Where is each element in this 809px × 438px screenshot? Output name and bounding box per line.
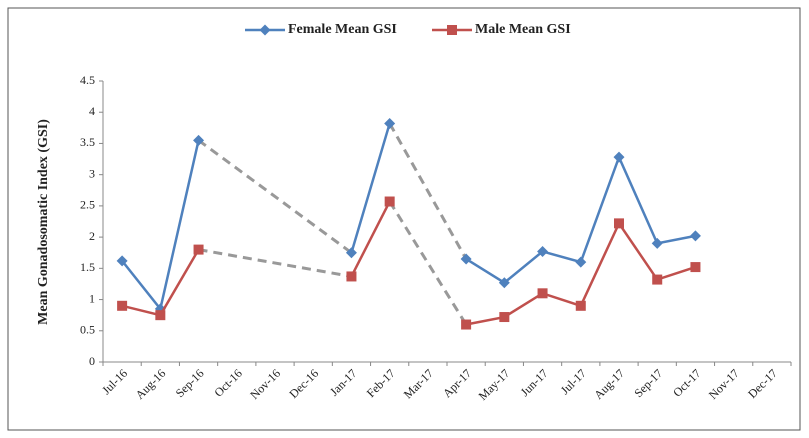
point bbox=[652, 274, 663, 285]
point bbox=[461, 319, 472, 330]
point bbox=[537, 245, 549, 257]
point bbox=[155, 310, 166, 321]
y-tick-label: 1.5 bbox=[80, 260, 95, 274]
gap-connector bbox=[388, 200, 468, 326]
y-tick-label: 4.5 bbox=[80, 73, 95, 87]
point bbox=[116, 255, 128, 267]
y-tick-label: 2 bbox=[89, 229, 95, 243]
point bbox=[613, 151, 625, 163]
point bbox=[193, 244, 204, 255]
point bbox=[689, 230, 701, 242]
point bbox=[384, 117, 396, 129]
chart-frame bbox=[7, 7, 801, 431]
y-tick-label: 3.5 bbox=[80, 135, 95, 149]
legend-label: Male Mean GSI bbox=[475, 22, 571, 37]
point bbox=[384, 196, 395, 207]
point bbox=[651, 237, 663, 249]
point bbox=[117, 300, 128, 311]
gap-connector bbox=[198, 248, 352, 278]
legend-marker bbox=[447, 25, 457, 35]
gap-connector bbox=[388, 122, 468, 260]
point bbox=[690, 262, 701, 273]
point bbox=[614, 218, 624, 229]
legend-marker bbox=[259, 24, 271, 36]
point bbox=[575, 256, 587, 268]
y-tick-label: 0.5 bbox=[80, 323, 95, 337]
gap-connector bbox=[197, 139, 353, 254]
y-tick-label: 2.5 bbox=[80, 198, 95, 212]
y-tick-label: 4 bbox=[89, 104, 95, 118]
point bbox=[537, 288, 548, 299]
y-tick-label: 1 bbox=[89, 291, 95, 305]
point bbox=[346, 271, 357, 282]
point bbox=[460, 253, 472, 265]
point bbox=[193, 134, 205, 146]
y-axis-title: Mean Gonadosomatic Index (GSI) bbox=[36, 119, 51, 325]
y-tick-label: 0 bbox=[89, 354, 95, 368]
point bbox=[498, 277, 510, 289]
point bbox=[345, 247, 357, 259]
legend-label: Female Mean GSI bbox=[288, 22, 397, 37]
point bbox=[575, 300, 586, 311]
y-tick-label: 3 bbox=[89, 166, 95, 180]
point bbox=[499, 312, 510, 323]
